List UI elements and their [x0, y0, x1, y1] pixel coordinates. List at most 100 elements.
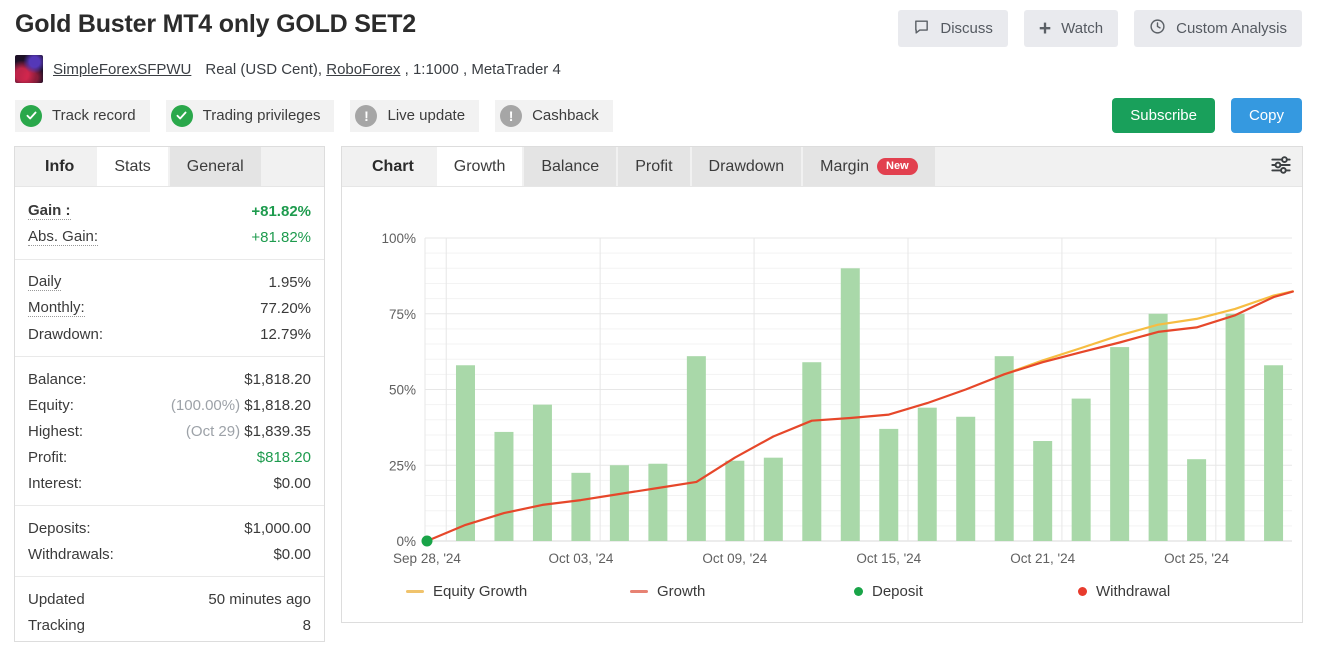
daily-bar: [879, 428, 899, 541]
stat-label: Balance:: [28, 370, 87, 388]
custom-analysis-button[interactable]: Custom Analysis: [1134, 10, 1302, 47]
stat-value: 77.20%: [260, 299, 311, 317]
badge-row: Track record Trading privileges ! Live u…: [0, 83, 1317, 133]
daily-bar: [840, 268, 860, 541]
avatar[interactable]: [15, 55, 43, 83]
main-content: Info Stats General Gain : +81.82% Abs. Gai…: [0, 133, 1317, 642]
custom-analysis-label: Custom Analysis: [1176, 20, 1287, 37]
clock-icon: [1149, 18, 1166, 39]
tab-chart[interactable]: Chart: [372, 157, 414, 175]
stat-row: Monthly: 77.20%: [28, 295, 311, 321]
info-panel-tabs: Info Stats General: [15, 147, 324, 187]
stat-row: Balance: $1,818.20: [28, 366, 311, 392]
tab-info[interactable]: Info: [45, 157, 75, 175]
stat-label: Daily: [28, 273, 62, 291]
y-tick-label: 25%: [389, 458, 416, 473]
daily-bar: [994, 356, 1014, 541]
y-tick-label: 75%: [389, 307, 416, 322]
tab-margin[interactable]: Margin New: [803, 147, 935, 186]
chart-bars: [455, 268, 1284, 541]
stat-group: Updated 50 minutes ago Tracking 8: [15, 576, 324, 647]
tab-general[interactable]: General: [169, 147, 261, 186]
tab-profit[interactable]: Profit: [618, 147, 690, 186]
stat-label: Interest:: [28, 474, 83, 492]
watch-label: Watch: [1061, 20, 1104, 37]
account-row: SimpleForexSFPWU Real (USD Cent), RoboFo…: [0, 47, 1317, 83]
daily-bar: [1110, 347, 1130, 541]
chart-settings-button[interactable]: [1268, 152, 1294, 181]
badge-cashback: ! Cashback: [495, 99, 613, 132]
tab-drawdown[interactable]: Drawdown: [691, 147, 802, 186]
stat-row: Profit: $818.20: [28, 444, 311, 470]
y-tick-label: 0%: [396, 534, 416, 549]
y-tick-label: 50%: [389, 383, 416, 398]
stat-value: 12.79%: [260, 325, 311, 343]
stat-row: Highest: (Oct 29) $1,839.35: [28, 418, 311, 444]
discuss-button[interactable]: Discuss: [898, 10, 1008, 47]
stat-value: $1,818.20: [244, 370, 311, 388]
stat-value: (100.00%) $1,818.20: [170, 396, 311, 414]
daily-bar: [917, 407, 937, 541]
stat-value: $1,000.00: [244, 519, 311, 537]
stat-value-note: (100.00%): [170, 396, 245, 414]
account-leverage-platform: , 1:1000 , MetaTrader 4: [404, 60, 561, 78]
legend-label: Equity Growth: [433, 583, 528, 600]
daily-bar: [494, 431, 514, 541]
legend-item-equity-growth[interactable]: Equity Growth: [406, 583, 630, 600]
x-tick-label: Oct 15, '24: [856, 551, 921, 566]
stat-value: $818.20: [256, 448, 311, 466]
daily-bar: [1148, 313, 1168, 541]
tab-stats[interactable]: Stats: [97, 147, 168, 186]
chart-panel: Chart Growth Balance Profit Drawdown Mar…: [341, 146, 1303, 623]
sliders-icon: [1268, 156, 1294, 181]
stat-label: Profit:: [28, 448, 68, 466]
stat-row: Interest: $0.00: [28, 470, 311, 496]
stat-value: $0.00: [273, 474, 311, 492]
tab-growth[interactable]: Growth: [436, 147, 523, 186]
tab-balance[interactable]: Balance: [524, 147, 617, 186]
username-link[interactable]: SimpleForexSFPWU: [53, 60, 192, 78]
account-details: Real (USD Cent), RoboForex , 1:1000 , Me…: [205, 61, 560, 78]
stat-value: +81.82%: [251, 228, 311, 246]
x-tick-label: Oct 09, '24: [702, 551, 767, 566]
daily-bar: [648, 463, 668, 541]
stat-value: 8: [302, 616, 311, 634]
stats-body: Gain : +81.82% Abs. Gain: +81.82% Daily 1.95%…: [15, 187, 324, 647]
subscribe-button[interactable]: Subscribe: [1112, 98, 1215, 133]
exclamation-icon: !: [355, 104, 378, 127]
legend-item-withdrawal[interactable]: Withdrawal: [1078, 583, 1302, 600]
legend-line-swatch: [406, 590, 424, 593]
stat-label: Equity:: [28, 396, 74, 414]
legend-label: Withdrawal: [1096, 583, 1171, 600]
legend-dot-swatch: [1078, 587, 1087, 596]
stat-label: Highest:: [28, 422, 84, 440]
stat-value: $0.00: [273, 545, 311, 563]
broker-link[interactable]: RoboForex: [326, 60, 401, 78]
x-tick-label: Oct 03, '24: [548, 551, 613, 566]
check-icon: [20, 104, 42, 127]
stat-group: Gain : +81.82% Abs. Gain: +81.82%: [15, 187, 324, 259]
legend-item-deposit[interactable]: Deposit: [854, 583, 1078, 600]
badge-label: Live update: [387, 107, 466, 124]
stat-value: (Oct 29) $1,839.35: [185, 422, 311, 440]
daily-bar: [1033, 441, 1053, 541]
daily-bar: [1225, 313, 1245, 541]
header-actions: Discuss + Watch Custom Analysis: [898, 10, 1302, 47]
watch-button[interactable]: + Watch: [1023, 10, 1119, 47]
stat-row: Withdrawals: $0.00: [28, 541, 311, 567]
copy-button[interactable]: Copy: [1230, 98, 1302, 133]
stat-value: 1.95%: [268, 273, 311, 291]
stat-value-note: (Oct 29): [185, 422, 245, 440]
stat-row: Drawdown: 12.79%: [28, 321, 311, 347]
stat-label: Monthly:: [28, 299, 85, 317]
badge-track-record: Track record: [15, 99, 150, 132]
daily-bar: [956, 416, 976, 541]
legend-dot-swatch: [854, 587, 863, 596]
stat-row: Abs. Gain: +81.82%: [28, 224, 311, 250]
chat-icon: [913, 18, 930, 39]
page-header: Gold Buster MT4 only GOLD SET2 Discuss +…: [0, 0, 1317, 47]
stat-row: Gain : +81.82%: [28, 198, 311, 224]
legend-label: Deposit: [872, 583, 923, 600]
badge-label: Trading privileges: [202, 107, 321, 124]
legend-item-growth[interactable]: Growth: [630, 583, 854, 600]
